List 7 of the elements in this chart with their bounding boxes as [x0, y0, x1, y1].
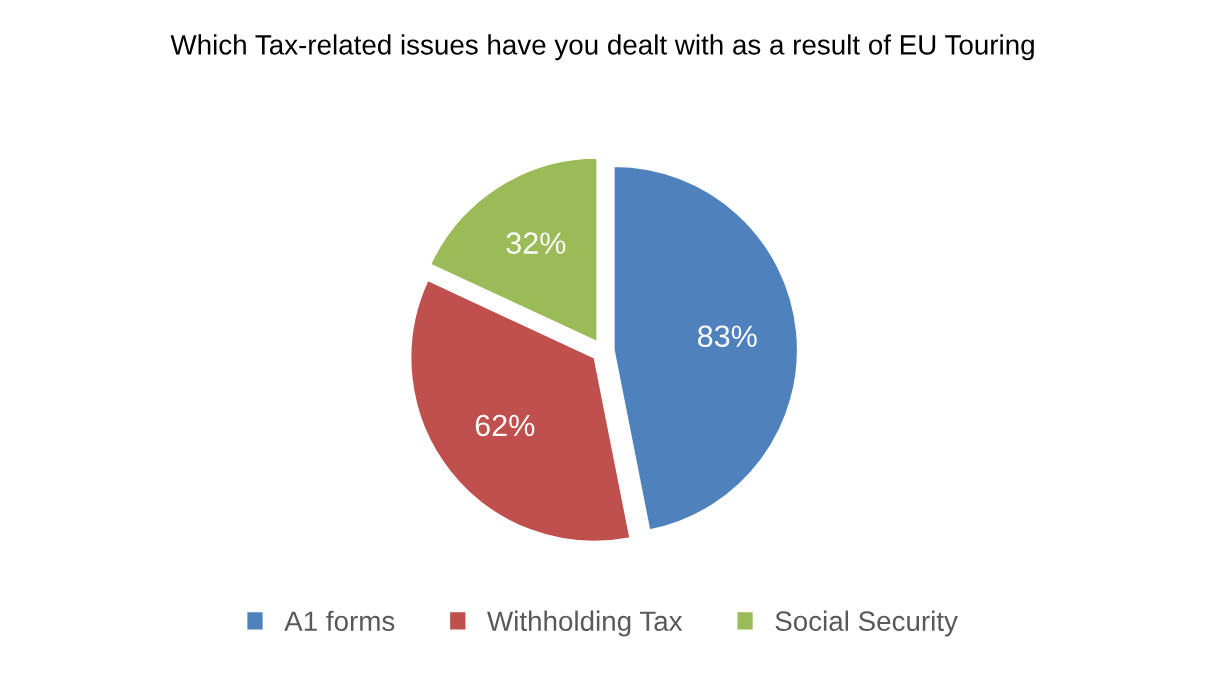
legend-label: Withholding Tax — [487, 610, 683, 637]
legend-label: Social Security — [775, 610, 958, 637]
data-label: 62% — [475, 414, 535, 437]
data-label: 83% — [698, 325, 757, 348]
chart-title: Which Tax-related issues have you dealt with as a result of EU Touring — [170, 34, 1034, 61]
legend-label: A1 forms — [284, 610, 395, 632]
data-label: 32% — [506, 232, 566, 254]
